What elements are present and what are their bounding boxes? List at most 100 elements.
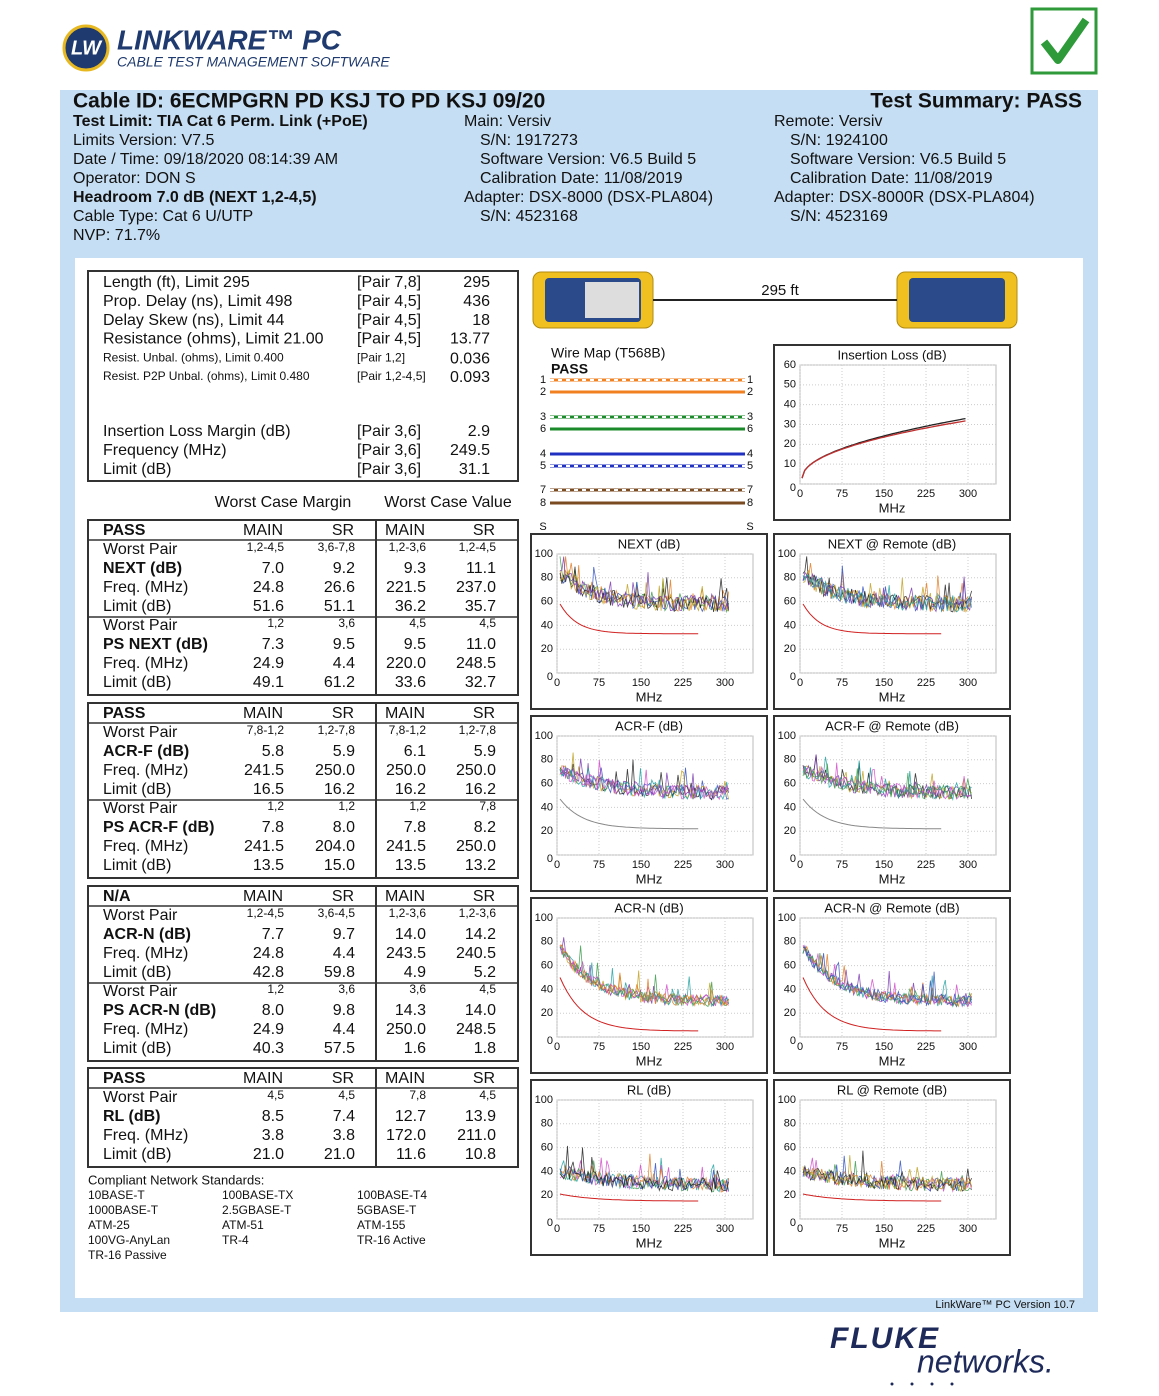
cell: 1.8 [474,1040,496,1057]
cell: 4.4 [333,1021,355,1038]
x-tick-label: 150 [632,859,650,871]
cell: 13.5 [395,857,426,874]
y-tick-label: 60 [784,1142,796,1154]
trace [802,763,972,800]
remote-info-line: Calibration Date: 11/08/2019 [790,170,993,187]
x-tick-label: 75 [593,1041,605,1053]
y-tick-label: 80 [541,1118,553,1130]
wire-map-title: Wire Map (T568B) [551,345,665,361]
limit-line [802,798,942,830]
cell: 1,2-4,5 [459,540,497,554]
y-tick-label: 40 [541,1165,553,1177]
logo-dot [890,1382,894,1386]
x-tick-label: 0 [797,859,803,871]
result-label: Limit (dB) [103,461,171,478]
standard: ATM-51 [222,1218,264,1232]
main-info-line: S/N: 4523168 [480,208,578,225]
x-tick-label: 150 [875,488,893,500]
cell: 1,2 [267,799,284,813]
y-tick-label: 40 [784,399,796,411]
cell: 5.8 [262,743,284,760]
pass-check [1040,17,1090,64]
x-axis-label: MHz [636,1053,663,1068]
cell: 13.9 [465,1108,496,1125]
logo-badge-text: LW [71,37,103,59]
cell: 24.9 [253,655,284,672]
x-tick-label: 0 [797,488,803,500]
cell: 11.0 [466,636,496,653]
graph-frame [530,897,768,1074]
pass-check-box [1030,7,1098,75]
x-tick-label: 75 [836,1041,848,1053]
trace [559,765,729,801]
cell: 4,5 [479,616,496,630]
x-tick-label: 300 [716,1041,734,1053]
test-summary: Test Summary: PASS [870,90,1082,113]
column-header: MAIN [243,705,283,722]
cell: 7,8 [409,1088,426,1102]
y-tick-label: 20 [784,438,796,450]
row-label: Freq. (MHz) [103,1021,188,1038]
standards-title: Compliant Network Standards: [88,1172,264,1187]
cell: 24.8 [253,579,284,596]
x-axis-label: MHz [636,871,663,886]
limit-line [802,1193,942,1202]
row-label: Worst Pair [103,617,178,634]
trace [802,574,972,613]
cell: 250.0 [386,762,426,779]
y-tick-label: 30 [784,418,796,430]
cell: 1,2-4,5 [247,906,285,920]
row-label: Limit (dB) [103,1040,171,1057]
y-tick-label: 80 [541,572,553,584]
cell: 7,8-1,2 [389,723,427,737]
y-tick-label: 100 [535,730,553,742]
cell: 250.0 [456,838,496,855]
row-label: Freq. (MHz) [103,945,188,962]
y-tick-label: 0 [790,853,796,865]
row-label: Limit (dB) [103,964,171,981]
cell: 35.7 [465,598,496,615]
y-tick-label: 0 [790,671,796,683]
row-label: Worst Pair [103,800,178,817]
standard: ATM-25 [88,1218,130,1232]
row-label: PS ACR-N (dB) [103,1002,216,1019]
result-pair: [Pair 4,5] [357,293,421,310]
table-status: PASS [103,522,146,539]
cell: 3,6-4,5 [318,906,356,920]
cell: 4,5 [479,1088,496,1102]
y-tick-label: 100 [778,1094,796,1106]
result-value: 2.9 [468,423,490,440]
limit-line [802,603,942,635]
column-header: SR [473,888,495,905]
x-tick-label: 0 [554,859,560,871]
trace [802,1155,972,1192]
y-tick-label: 100 [535,548,553,560]
pin-label: 1 [747,374,753,386]
cell: 11.1 [466,560,496,577]
link-length: 295 ft [761,282,799,299]
x-tick-label: 75 [593,677,605,689]
y-tick-label: 40 [541,619,553,631]
fluke-logo: FLUKE [830,1322,940,1355]
y-tick-label: 40 [541,983,553,995]
worst-case-table [87,702,519,879]
graph-title: RL @ Remote (dB) [837,1082,947,1097]
cell: 4,5 [267,1088,284,1102]
cell: 4.4 [333,945,355,962]
x-tick-label: 150 [632,1041,650,1053]
cell: 49.1 [253,674,284,691]
graph-title: Insertion Loss (dB) [837,347,946,362]
graph-title: ACR-F (dB) [615,718,683,733]
x-tick-label: 75 [593,1223,605,1235]
cell: 13.5 [253,857,284,874]
networks-logo: networks. [917,1343,1054,1379]
y-tick-label: 20 [784,643,796,655]
cell: 211.0 [457,1127,496,1144]
y-tick-label: 100 [778,548,796,560]
result-label: Resist. Unbal. (ohms), Limit 0.400 [103,350,284,364]
cell: 9.3 [404,560,426,577]
cell: 5.9 [474,743,496,760]
limit-line [802,977,942,1032]
x-tick-label: 150 [875,859,893,871]
